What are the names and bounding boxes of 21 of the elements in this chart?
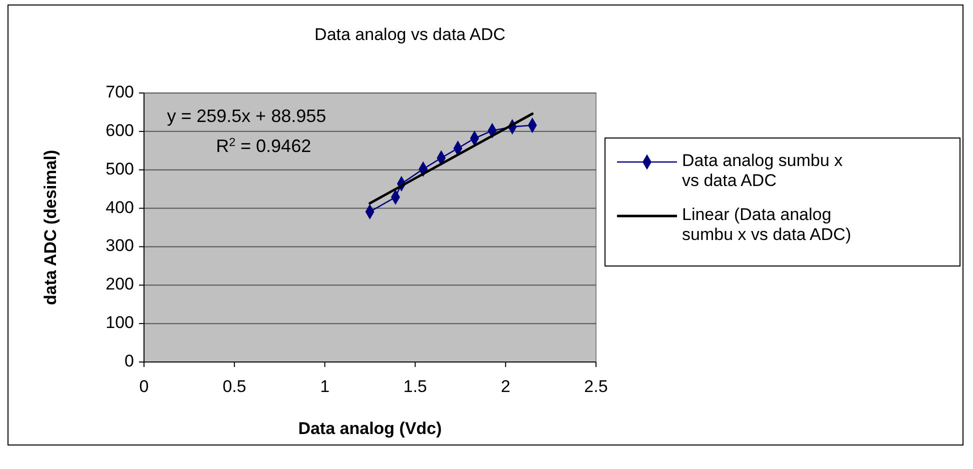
- y-tick-label: 400: [106, 198, 134, 217]
- y-tick-label: 0: [124, 351, 134, 370]
- x-tick-label: 0: [139, 377, 149, 396]
- y-tick-label: 500: [106, 159, 134, 178]
- x-tick-label: 1: [320, 377, 330, 396]
- legend-label: Data analog sumbu x vs data ADC: [682, 151, 844, 190]
- annotation: y = 259.5x + 88.955: [167, 106, 326, 126]
- y-tick-label: 200: [106, 274, 134, 294]
- x-tick-label: 0.5: [222, 377, 246, 396]
- x-tick-label: 1.5: [403, 377, 428, 396]
- x-tick-label: 2.5: [584, 377, 608, 396]
- y-tick-label: 600: [106, 120, 134, 140]
- x-axis-title: Data analog (Vdc): [298, 419, 442, 438]
- annotation: R$^{2}$ = 0.9462: [216, 136, 312, 156]
- y-axis-title: data ADC (desimal): [41, 150, 60, 306]
- legend-label: Linear (Data analog sumbu x vs data ADC): [682, 205, 852, 244]
- y-tick-label: 300: [106, 236, 134, 256]
- x-tick-label: 2: [500, 377, 510, 396]
- y-tick-label: 700: [106, 82, 134, 102]
- chart-title: Data analog vs data ADC: [314, 25, 506, 44]
- y-tick-label: 100: [106, 313, 134, 332]
